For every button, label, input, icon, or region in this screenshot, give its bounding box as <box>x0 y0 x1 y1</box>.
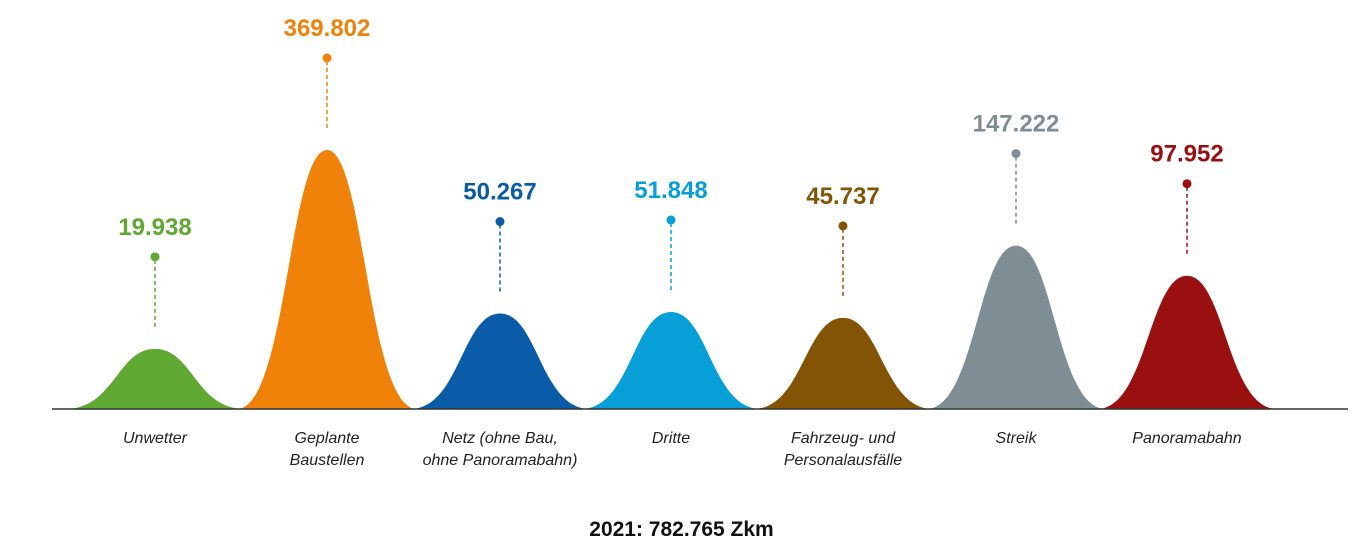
bell-shape <box>926 245 1106 409</box>
category-label: Streik <box>996 430 1038 447</box>
total-label: 2021: 782.765 Zkm <box>589 518 774 541</box>
category-label: Panoramabahn <box>1132 430 1242 447</box>
value-label: 97.952 <box>1150 141 1223 168</box>
value-label: 369.802 <box>284 15 371 42</box>
category-label: ohne Panoramabahn) <box>423 452 578 469</box>
value-label: 147.222 <box>973 111 1060 138</box>
bell-shape <box>753 317 933 409</box>
bell-shape <box>1097 275 1277 409</box>
marker-dot <box>150 252 160 262</box>
bell-shape <box>237 150 417 409</box>
bell-shape <box>65 348 245 409</box>
value-label: 50.267 <box>463 179 536 206</box>
marker-dot <box>495 217 505 227</box>
value-label: 19.938 <box>118 214 191 241</box>
bell-shape <box>581 312 761 409</box>
category-label: Fahrzeug- und <box>791 430 896 447</box>
marker-dot <box>322 53 332 63</box>
marker-dot <box>1182 179 1192 189</box>
marker-dot <box>666 215 676 225</box>
category-label: Netz (ohne Bau, <box>442 430 558 447</box>
value-label: 51.848 <box>634 177 707 204</box>
marker-dot <box>838 221 848 231</box>
category-label: Unwetter <box>123 430 188 447</box>
value-label: 45.737 <box>806 183 879 210</box>
marker-dot <box>1011 149 1021 159</box>
category-label: Geplante <box>295 430 360 447</box>
bell-shape <box>410 313 590 409</box>
category-label: Personalausfälle <box>784 452 902 469</box>
category-label: Dritte <box>652 430 690 447</box>
category-label: Baustellen <box>290 452 365 469</box>
